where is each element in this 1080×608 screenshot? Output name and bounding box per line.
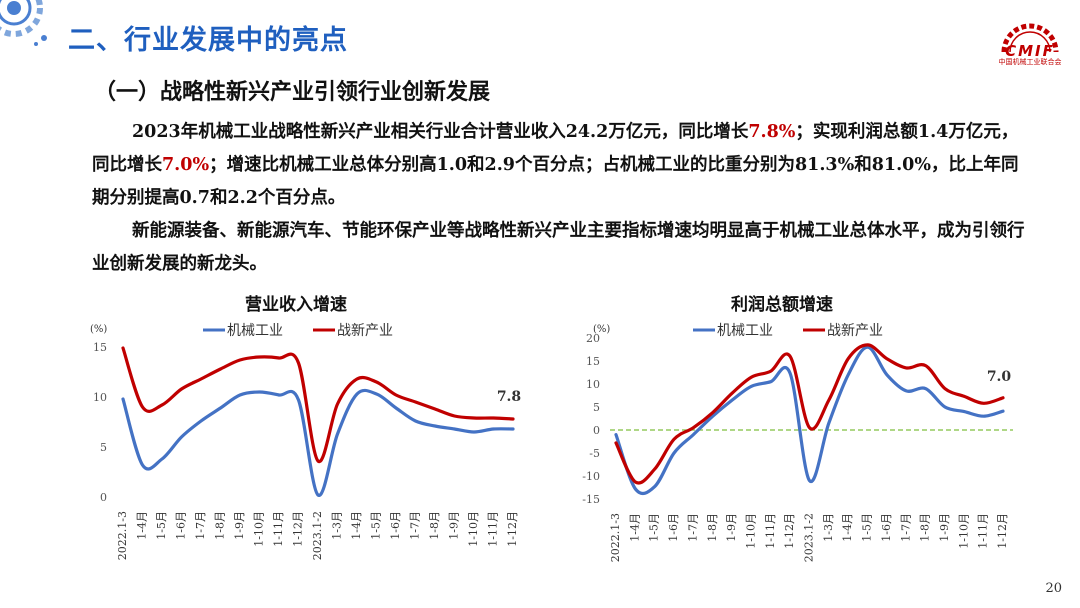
x-tick-label: 1-8月 (919, 513, 932, 542)
x-tick-label: 1-10月 (744, 513, 757, 549)
page-title: 二、行业发展中的亮点 (68, 25, 348, 56)
legend-label: 战新产业 (827, 323, 883, 339)
y-tick-label: -5 (589, 447, 600, 460)
para-text-1: 2023年机械工业战略性新兴产业相关行业合计营业收入24.2万亿元，同比增长 (132, 122, 749, 142)
summary-paragraph: 2023年机械工业战略性新兴产业相关行业合计营业收入24.2万亿元，同比增长7.… (92, 116, 1032, 215)
x-tick-label: 1-5月 (155, 511, 168, 540)
series-line-machinery (614, 345, 1005, 496)
y-tick-label: 0 (100, 491, 107, 504)
y-tick-label: 0 (593, 424, 600, 437)
profit-growth-chart: (%) -15 -10 -5 0 5 10 15 20 2022.1-3 1-4月 1-5月 1-6月 1… (582, 323, 1013, 562)
series-line-machinery (121, 388, 515, 497)
legend-label: 机械工业 (717, 323, 773, 339)
x-tick-label: 1-9月 (233, 511, 246, 540)
x-tick-label: 1-8月 (214, 511, 227, 540)
y-tick-label: -15 (582, 493, 600, 506)
x-tick-label: 1-8月 (706, 513, 719, 542)
x-tick-label: 1-3月 (331, 511, 344, 540)
x-tick-label: 1-7月 (194, 511, 207, 540)
x-tick-label: 1-5月 (648, 513, 661, 542)
y-tick-label: 10 (586, 378, 600, 391)
x-tick-label: 1-5月 (861, 513, 874, 542)
x-tick-label: 2023.1-2 (803, 513, 816, 562)
x-tick-label: 1-11月 (487, 511, 500, 547)
section-subtitle: （一）战略性新兴产业引领行业创新发展 (94, 80, 491, 105)
x-tick-label: 1-11月 (977, 513, 990, 549)
x-tick-label: 1-4月 (628, 513, 641, 542)
profit-chart-title: 利润总额增速 (731, 295, 833, 315)
legend-label: 机械工业 (227, 323, 283, 339)
y-tick-label: 5 (100, 441, 107, 454)
revenue-growth-chart: (%) 0 5 10 15 2022.1-3 1-4月 1-5月 1-6月 1-7月 1-8月 1-9… (90, 323, 521, 560)
x-tick-label: 1-9月 (448, 511, 461, 540)
x-tick-label: 1-11月 (764, 513, 777, 549)
profit-growth-highlight: 7.0% (162, 155, 210, 175)
x-tick-label: 1-7月 (899, 513, 912, 542)
x-tick-label: 1-4月 (350, 511, 363, 540)
x-tick-label: 1-6月 (880, 513, 893, 542)
series-line-strategic (121, 346, 515, 463)
x-tick-label: 1-6月 (175, 511, 188, 540)
x-tick-label: 1-9月 (938, 513, 951, 542)
para-text-3: ；增速比机械工业总体分别高1.0和2.9个百分点；占机械工业的比重分别为81.3… (92, 155, 1019, 208)
x-tick-label: 1-4月 (841, 513, 854, 542)
y-tick-label: 15 (93, 341, 107, 354)
x-tick-label: 1-10月 (957, 513, 970, 549)
x-tick-label: 2022.1-3 (609, 513, 622, 562)
x-tick-label: 2023.1-2 (311, 511, 324, 560)
y-axis-unit-label: (%) (90, 324, 107, 335)
x-tick-label: 1-12月 (783, 513, 796, 549)
svg-text:CMIF: CMIF (1005, 42, 1055, 60)
x-tick-label: 1-12月 (506, 511, 519, 547)
x-tick-label: 1-8月 (428, 511, 441, 540)
conclusion-paragraph: 新能源装备、新能源汽车、节能环保产业等战略性新兴产业主要指标增速均明显高于机械工… (92, 221, 1025, 274)
x-tick-label: 1-5月 (370, 511, 383, 540)
x-tick-label: 1-11月 (272, 511, 285, 547)
legend-label: 战新产业 (337, 323, 393, 339)
x-tick-label: 1-12月 (292, 511, 305, 547)
x-tick-label: 1-4月 (136, 511, 149, 540)
x-tick-label: 1-10月 (253, 511, 266, 547)
x-tick-label: 1-9月 (725, 513, 738, 542)
y-tick-label: 15 (586, 355, 600, 368)
end-value-label: 7.8 (497, 389, 521, 405)
x-tick-label: 1-6月 (667, 513, 680, 542)
end-value-label: 7.0 (987, 369, 1012, 385)
para-text-2: ；实现利润总额1.4万亿元，同比增长 (92, 122, 1019, 175)
gear-decoration-icon (0, 0, 47, 46)
series-line-strategic (614, 343, 1005, 485)
cmif-logo: CMIF (1001, 23, 1059, 60)
y-tick-label: 5 (593, 401, 600, 414)
x-tick-label: 1-10月 (467, 511, 480, 547)
y-tick-label: 10 (93, 391, 107, 404)
logo-caption: 中国机械工业联合会 (998, 58, 1062, 66)
y-tick-label: 20 (586, 332, 600, 345)
revenue-chart-title: 营业收入增速 (245, 295, 347, 315)
x-tick-label: 1-3月 (822, 513, 835, 542)
y-axis-unit-label: (%) (593, 324, 610, 335)
revenue-growth-highlight: 7.8% (748, 122, 796, 142)
x-tick-label: 1-12月 (996, 513, 1009, 549)
x-tick-label: 1-7月 (409, 511, 422, 540)
y-tick-label: -10 (582, 470, 600, 483)
x-tick-label: 1-7月 (686, 513, 699, 542)
x-tick-label: 2022.1-3 (116, 511, 129, 560)
x-tick-label: 1-6月 (389, 511, 402, 540)
page-number: 20 (1045, 581, 1062, 596)
